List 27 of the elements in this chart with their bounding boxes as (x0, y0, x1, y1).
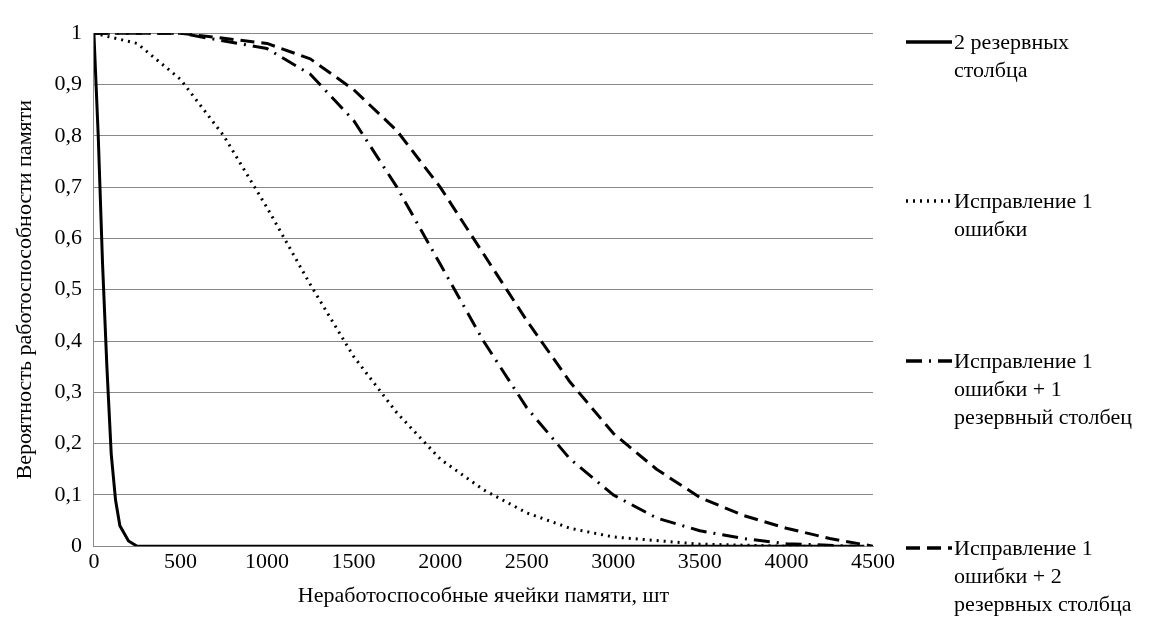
x-tick-label: 4500 (851, 548, 895, 574)
legend-label: Исправление 1 ошибки (954, 187, 1094, 244)
y-tick-label: 0,6 (54, 224, 82, 250)
legend-label: Исправление 1 ошибки + 2 резервных столбца (954, 534, 1133, 618)
x-tick-label: 2000 (418, 548, 463, 574)
x-axis-title: Неработоспособные ячейки памяти, шт (297, 581, 670, 607)
y-tick-label: 0,8 (54, 121, 82, 147)
y-tick-label: 0,9 (54, 70, 82, 96)
x-tick-label: 2500 (504, 548, 549, 574)
x-tick-label: 4000 (764, 548, 809, 574)
y-tick-label: 0,5 (54, 275, 82, 301)
legend-label: 2 резервных столбца (954, 28, 1070, 84)
y-tick-label: 0,7 (54, 172, 82, 198)
y-axis-title: Вероятность работоспособности памяти (10, 99, 36, 480)
x-tick-label: 0 (88, 548, 100, 574)
y-tick-label: 0 (70, 531, 82, 557)
y-tick-label: 0,4 (54, 326, 82, 352)
y-tick-label: 0,1 (54, 480, 82, 506)
y-tick-label: 1 (70, 18, 82, 44)
x-tick-label: 1500 (331, 548, 376, 574)
x-tick-label: 1000 (245, 548, 290, 574)
x-tick-label: 500 (163, 548, 197, 574)
x-tick-label: 3500 (677, 548, 722, 574)
y-tick-label: 0,3 (54, 378, 82, 404)
x-tick-label: 3000 (591, 548, 636, 574)
legend-label: Исправление 1 ошибки + 1 резервный столбец (954, 346, 1133, 431)
y-tick-label: 0,2 (54, 429, 82, 455)
